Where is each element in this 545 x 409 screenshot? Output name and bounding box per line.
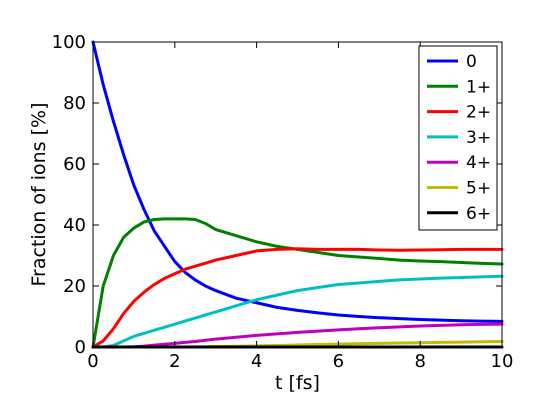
x-tick-label: 6 xyxy=(333,351,344,372)
legend-label-3: 3+ xyxy=(466,128,491,148)
legend-label-6: 6+ xyxy=(466,204,491,224)
legend: 0 1+ 2+ 3+ 4+ 5+ 6+ xyxy=(418,45,498,231)
legend-label-0: 0 xyxy=(466,52,477,72)
x-axis-label: t [fs] xyxy=(275,372,320,394)
y-tick-label: 100 xyxy=(52,32,86,53)
legend-label-5: 5+ xyxy=(466,179,491,199)
x-tick-label: 4 xyxy=(251,351,262,372)
series-line-2 xyxy=(91,247,504,349)
series-line-0 xyxy=(91,40,504,323)
series-line-1 xyxy=(91,217,504,349)
legend-label-4: 4+ xyxy=(466,153,491,173)
x-tick-label: 10 xyxy=(491,351,514,372)
legend-label-2: 2+ xyxy=(466,103,491,123)
y-tick-label: 40 xyxy=(63,215,86,236)
y-tick-label: 80 xyxy=(63,93,86,114)
legend-label-1: 1+ xyxy=(466,77,491,97)
y-tick-label: 0 xyxy=(75,337,86,358)
x-tick-label: 2 xyxy=(169,351,180,372)
axis-ticks xyxy=(92,41,503,348)
x-tick-label: 0 xyxy=(87,351,98,372)
y-tick-label: 60 xyxy=(63,154,86,175)
y-tick-label: 20 xyxy=(63,276,86,297)
x-tick-label: 8 xyxy=(414,351,425,372)
y-axis-label: Fraction of ions [%] xyxy=(28,103,50,287)
series-line-3 xyxy=(91,274,504,349)
plot-frame xyxy=(92,41,503,348)
